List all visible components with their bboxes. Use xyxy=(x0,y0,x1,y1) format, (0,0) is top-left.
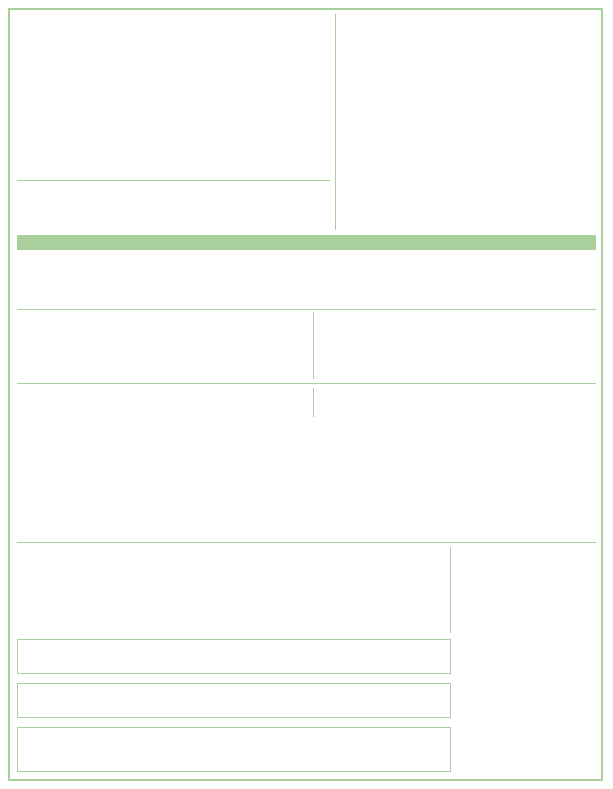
form-box-2[interactable] xyxy=(17,683,451,718)
row3-divider xyxy=(313,388,314,417)
row2-rule xyxy=(17,383,596,384)
section4-left-area xyxy=(20,550,440,630)
row3-rule xyxy=(17,542,596,543)
form-box-3[interactable] xyxy=(17,727,451,772)
form-box-1[interactable] xyxy=(17,639,451,674)
header-left-area xyxy=(20,20,325,170)
page-frame xyxy=(8,8,603,781)
header-bottom-left-area xyxy=(20,188,325,224)
section4-right-area xyxy=(458,550,593,770)
section1-area xyxy=(20,256,590,302)
row3-left-area xyxy=(20,390,305,414)
header-left-rule xyxy=(17,180,330,181)
header-divider xyxy=(335,14,336,230)
row2-right-area xyxy=(320,315,590,377)
section1-rule xyxy=(17,309,596,310)
row3-right-area xyxy=(320,390,590,530)
section-band xyxy=(17,235,596,250)
header-right-area xyxy=(345,20,590,220)
row2-divider xyxy=(313,312,314,379)
row2-left-area xyxy=(20,315,305,377)
section4-divider xyxy=(450,547,451,633)
